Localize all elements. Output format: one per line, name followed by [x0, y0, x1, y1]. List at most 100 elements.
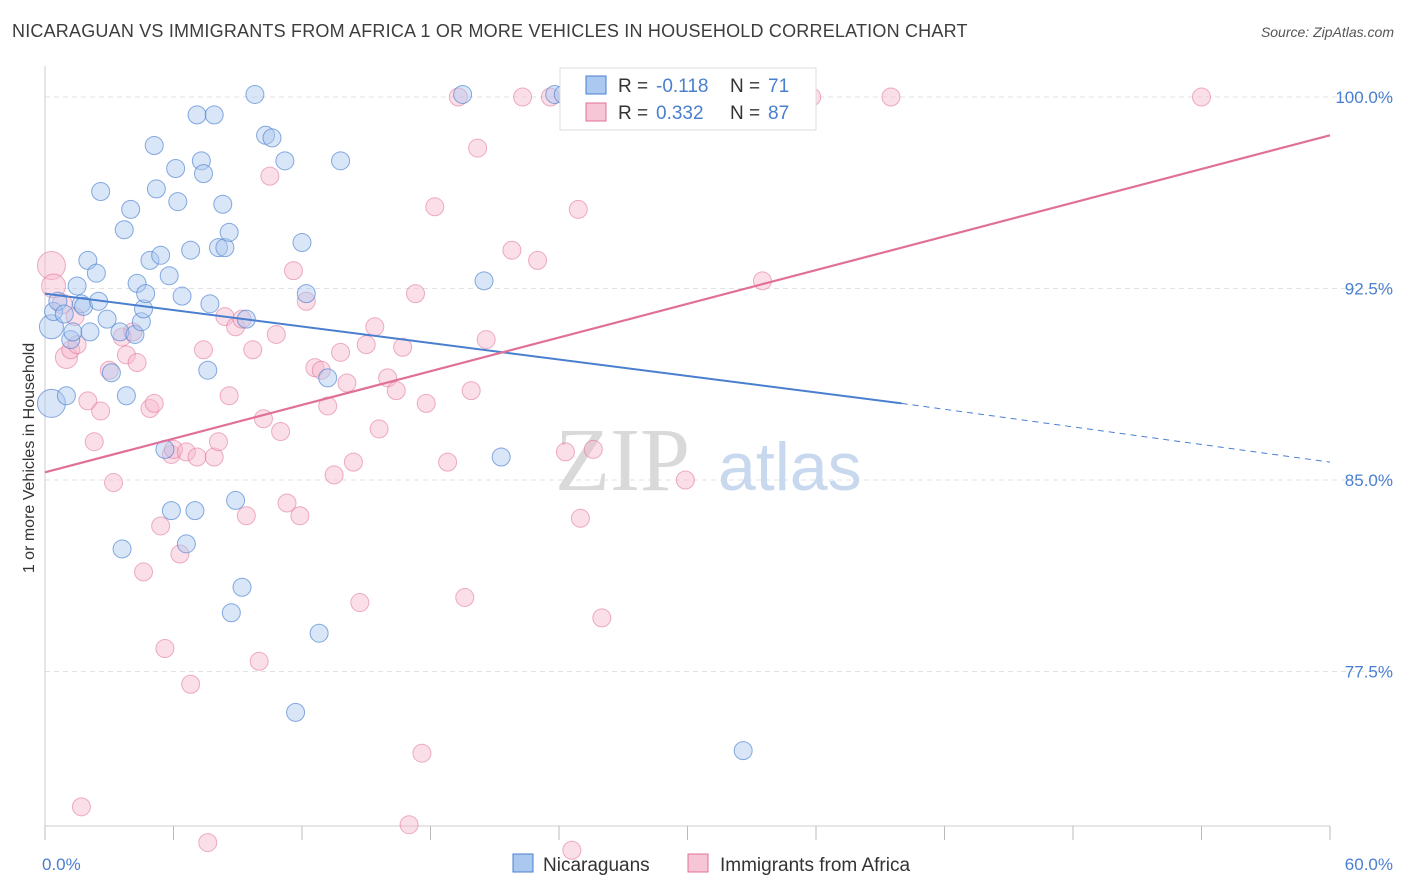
legend-swatch-blue — [585, 75, 607, 95]
pink-series-points — [36, 87, 1211, 860]
nicaraguan-point — [219, 222, 239, 242]
africa-point — [583, 439, 603, 459]
africa-point — [91, 401, 111, 421]
africa-point — [208, 432, 228, 452]
africa-point — [568, 199, 588, 219]
africa-point — [204, 447, 224, 467]
nicaraguan-point — [161, 501, 181, 521]
y-tick-label: 77.5% — [1345, 663, 1393, 682]
series-label-nicaraguans: Nicaraguans — [543, 855, 650, 876]
nicaraguan-point — [112, 539, 132, 559]
africa-point — [219, 386, 239, 406]
series-swatch-nicaraguans — [512, 853, 534, 873]
nicaraguan-point — [54, 304, 74, 324]
y-axis-title: 1 or more Vehicles in Household — [21, 343, 38, 573]
nicaraguan-point — [151, 245, 171, 265]
nicaraguan-point — [101, 363, 121, 383]
nicaraguan-point — [74, 296, 94, 316]
nicaraguan-point — [140, 250, 160, 270]
africa-point — [438, 452, 458, 472]
x-tick-label-max: 60.0% — [1345, 855, 1393, 874]
africa-point — [331, 342, 351, 362]
africa-point — [356, 335, 376, 355]
nicaraguan-point — [331, 151, 351, 171]
nicaraguan-trend-extension — [901, 402, 1331, 463]
nicaraguan-point — [226, 490, 246, 510]
africa-point — [116, 345, 136, 365]
africa-trend-line — [44, 134, 1331, 474]
blue-series-points — [36, 84, 753, 761]
africa-point — [99, 360, 119, 380]
nicaraguan-point — [185, 501, 205, 521]
africa-point — [176, 442, 196, 462]
nicaraguan-point — [67, 276, 87, 296]
africa-point — [243, 340, 263, 360]
nicaraguan-point — [213, 194, 233, 214]
nicaraguan-point — [134, 299, 154, 319]
africa-point — [187, 447, 207, 467]
africa-point — [350, 593, 370, 613]
nicaraguan-point — [491, 447, 511, 467]
africa-point — [406, 284, 426, 304]
africa-point — [260, 166, 280, 186]
africa-point — [416, 393, 436, 413]
africa-point — [881, 87, 901, 107]
nicaraguan-point — [198, 360, 218, 380]
africa-point — [425, 197, 445, 217]
legend-r-label: R = — [618, 76, 648, 97]
nicaraguan-point — [275, 151, 295, 171]
nicaraguan-point — [193, 164, 213, 184]
africa-point — [562, 840, 582, 860]
africa-point — [399, 815, 419, 835]
nicaraguan-point — [97, 309, 117, 329]
nicaraguan-point — [296, 284, 316, 304]
africa-point — [67, 335, 87, 355]
watermark-zip: ZIP — [555, 411, 690, 510]
nicaraguan-point — [110, 322, 130, 342]
x-tick-label-min: 0.0% — [42, 855, 81, 874]
africa-point — [455, 587, 475, 607]
africa-point — [513, 87, 533, 107]
nicaraguan-point — [309, 623, 329, 643]
nicaraguan-point — [187, 105, 207, 125]
nicaraguan-point — [232, 577, 252, 597]
africa-point — [127, 353, 147, 373]
nicaraguan-point — [292, 233, 312, 253]
africa-point — [296, 291, 316, 311]
nicaraguan-point — [200, 294, 220, 314]
africa-point — [476, 330, 496, 350]
nicaraguan-point — [286, 702, 306, 722]
legend-n-value-pink: 87 — [768, 103, 789, 124]
africa-point — [134, 562, 154, 582]
nicaraguan-point — [181, 240, 201, 260]
y-tick-label: 92.5% — [1345, 280, 1393, 299]
nicaraguan-point — [146, 179, 166, 199]
africa-point — [412, 743, 432, 763]
nicaraguan-point — [125, 324, 145, 344]
series-label-africa: Immigrants from Africa — [720, 855, 910, 876]
nicaraguan-point — [176, 534, 196, 554]
nicaraguan-point — [453, 84, 473, 104]
nicaraguan-point — [63, 322, 83, 342]
correlation-legend: R = -0.118 N = 71 R = 0.332 N = 87 — [559, 67, 817, 131]
nicaraguan-point — [208, 238, 228, 258]
watermark-atlas: atlas — [718, 429, 862, 505]
nicaraguan-point — [166, 158, 186, 178]
africa-point — [71, 797, 91, 817]
africa-point — [393, 337, 413, 357]
africa-point — [283, 261, 303, 281]
nicaraguan-point — [204, 105, 224, 125]
nicaraguan-point — [245, 84, 265, 104]
axes — [44, 66, 1331, 840]
africa-point — [198, 833, 218, 853]
africa-point — [311, 360, 331, 380]
africa-point — [84, 432, 104, 452]
africa-point — [144, 393, 164, 413]
nicaraguan-point — [121, 199, 141, 219]
africa-point — [36, 251, 66, 281]
africa-point — [675, 470, 695, 490]
legend-n-label: N = — [730, 76, 760, 97]
legend-r-value-pink: 0.332 — [656, 103, 704, 124]
nicaraguan-point — [262, 128, 282, 148]
nicaraguan-point — [318, 368, 338, 388]
